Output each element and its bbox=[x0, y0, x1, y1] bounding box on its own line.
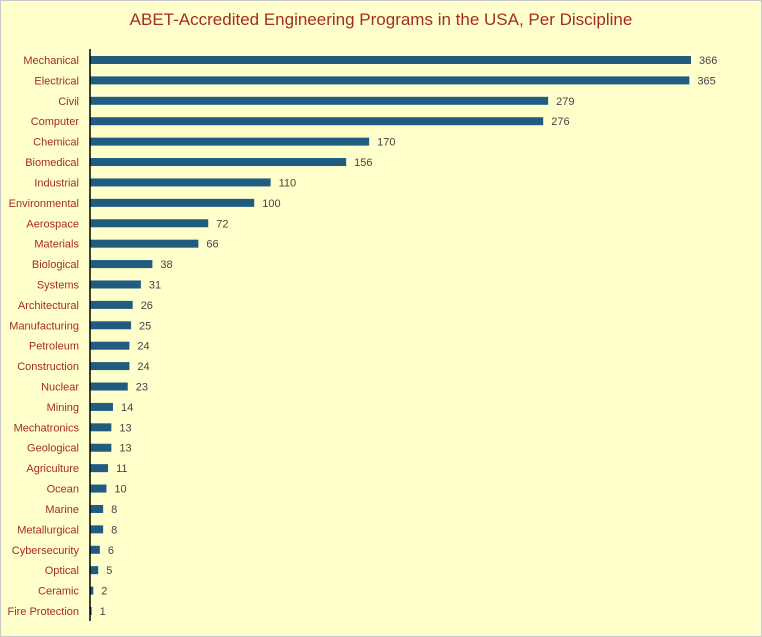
data-label: 170 bbox=[377, 137, 395, 149]
data-label: 276 bbox=[551, 116, 569, 128]
data-label: 24 bbox=[137, 361, 149, 373]
category-label: Architectural bbox=[18, 300, 79, 312]
category-label: Mechanical bbox=[23, 55, 79, 67]
data-label: 13 bbox=[119, 422, 131, 434]
data-label: 6 bbox=[108, 545, 114, 557]
data-label: 72 bbox=[216, 218, 228, 230]
category-label: Biomedical bbox=[25, 157, 79, 169]
category-label: Systems bbox=[37, 279, 80, 291]
data-label: 5 bbox=[106, 565, 112, 577]
category-label: Metallurgical bbox=[17, 524, 79, 536]
bar bbox=[90, 158, 347, 167]
data-label: 31 bbox=[149, 279, 161, 291]
category-label: Ceramic bbox=[38, 586, 79, 598]
category-label: Fire Protection bbox=[7, 606, 79, 618]
category-label: Optical bbox=[45, 565, 79, 577]
data-label: 25 bbox=[139, 320, 151, 332]
data-label: 2 bbox=[101, 586, 107, 598]
bar bbox=[90, 464, 109, 473]
category-label: Electrical bbox=[34, 75, 79, 87]
data-label: 365 bbox=[697, 75, 715, 87]
data-label: 100 bbox=[262, 198, 280, 210]
bar bbox=[90, 219, 209, 228]
bar bbox=[90, 178, 271, 187]
category-label: Chemical bbox=[33, 137, 79, 149]
bar bbox=[90, 382, 128, 391]
category-label: Environmental bbox=[9, 198, 79, 210]
category-label: Geological bbox=[27, 443, 79, 455]
category-label: Mechatronics bbox=[14, 422, 80, 434]
category-label: Petroleum bbox=[29, 341, 79, 353]
category-label: Nuclear bbox=[41, 382, 79, 394]
bar bbox=[90, 362, 130, 371]
bar bbox=[90, 96, 549, 105]
chart-title: ABET-Accredited Engineering Programs in … bbox=[129, 10, 633, 29]
data-label: 8 bbox=[111, 504, 117, 516]
bar bbox=[90, 504, 104, 513]
bar bbox=[90, 280, 141, 289]
data-label: 14 bbox=[121, 402, 133, 414]
data-label: 11 bbox=[116, 463, 127, 475]
data-label: 279 bbox=[556, 96, 574, 108]
data-label: 10 bbox=[114, 484, 126, 496]
bar bbox=[90, 56, 691, 64]
data-label: 26 bbox=[141, 300, 153, 312]
data-label: 1 bbox=[100, 606, 106, 618]
category-label: Ocean bbox=[47, 484, 79, 496]
bar bbox=[90, 402, 113, 411]
bar bbox=[90, 525, 104, 534]
category-label: Mining bbox=[47, 402, 79, 414]
category-label: Agriculture bbox=[26, 463, 79, 475]
bar bbox=[90, 607, 92, 615]
category-label: Aerospace bbox=[26, 218, 79, 230]
data-label: 13 bbox=[119, 443, 131, 455]
category-label: Civil bbox=[58, 96, 79, 108]
bar bbox=[90, 484, 107, 493]
bar bbox=[90, 76, 690, 85]
category-label: Industrial bbox=[34, 177, 79, 189]
data-label: 38 bbox=[160, 259, 172, 271]
bar bbox=[90, 443, 112, 452]
category-label: Construction bbox=[17, 361, 79, 373]
bar bbox=[90, 137, 370, 146]
bar bbox=[90, 198, 255, 207]
category-label: Marine bbox=[45, 504, 79, 516]
bar bbox=[90, 117, 544, 126]
bar bbox=[90, 300, 133, 309]
data-label: 8 bbox=[111, 524, 117, 536]
bar bbox=[90, 423, 112, 432]
category-label: Biological bbox=[32, 259, 79, 271]
data-label: 156 bbox=[354, 157, 372, 169]
bar bbox=[90, 586, 94, 595]
category-label: Materials bbox=[34, 239, 79, 251]
category-label: Computer bbox=[31, 116, 80, 128]
data-label: 24 bbox=[137, 341, 149, 353]
category-label: Cybersecurity bbox=[12, 545, 80, 557]
bar bbox=[90, 239, 199, 248]
data-label: 110 bbox=[279, 177, 297, 189]
bar bbox=[90, 321, 132, 330]
data-label: 66 bbox=[206, 239, 218, 251]
bar bbox=[90, 545, 100, 554]
category-label: Manufacturing bbox=[9, 320, 79, 332]
data-label: 366 bbox=[699, 55, 717, 67]
bar bbox=[90, 341, 130, 350]
bar bbox=[90, 566, 99, 575]
bar bbox=[90, 260, 153, 269]
data-label: 23 bbox=[136, 382, 148, 394]
